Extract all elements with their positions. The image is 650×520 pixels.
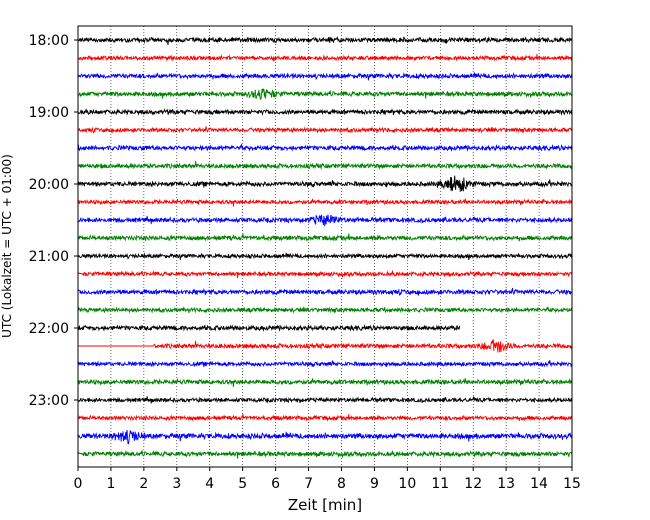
x-tick-label: 7	[304, 476, 313, 492]
x-tick-label: 3	[172, 476, 181, 492]
seismic-trace-2230	[77, 360, 573, 368]
seismic-trace-1930	[77, 144, 573, 152]
x-tick-label: 0	[74, 476, 83, 492]
x-tick-label: 8	[337, 476, 346, 492]
x-tick-label: 6	[271, 476, 280, 492]
y-axis-ticks: 18:00 19:00 20:00 21:00 22:00 23:00	[29, 33, 78, 409]
y-tick-label: 20:00	[29, 177, 69, 193]
x-tick-label: 15	[563, 476, 581, 492]
x-tick-label: 4	[205, 476, 214, 492]
seismic-trace-1945	[77, 160, 573, 170]
trace-group	[77, 36, 573, 459]
seismic-trace-1845	[77, 88, 573, 100]
x-tick-label: 5	[238, 476, 247, 492]
seismic-trace-2115	[77, 269, 573, 279]
seismic-trace-2015	[77, 198, 573, 207]
seismic-trace-2215	[153, 339, 573, 353]
x-tick-label: 14	[530, 476, 548, 492]
seismic-trace-1915	[77, 126, 573, 134]
y-axis-label: UTC (Lokalzeit = UTC + 01:00)	[0, 154, 14, 338]
x-axis-label: Zeit [min]	[288, 496, 362, 514]
x-tick-label: 1	[106, 476, 115, 492]
seismic-trace-1830	[77, 72, 573, 81]
seismic-trace-2000	[77, 175, 573, 192]
seismic-trace-2100	[77, 252, 573, 261]
seismic-trace-1800	[77, 36, 573, 45]
plot-frame	[77, 25, 573, 468]
x-tick-label: 2	[139, 476, 148, 492]
seismic-trace-1815	[77, 54, 573, 62]
seismic-trace-2145	[77, 306, 573, 314]
seismic-trace-2315	[77, 414, 573, 422]
y-tick-label: 18:00	[29, 33, 69, 49]
seismic-trace-2345	[77, 450, 573, 459]
x-tick-label: 12	[464, 476, 482, 492]
seismic-trace-2300	[77, 395, 573, 404]
y-tick-label: 22:00	[29, 321, 69, 337]
y-tick-label: 21:00	[29, 249, 69, 265]
seismic-trace-1900	[77, 108, 573, 116]
x-tick-label: 10	[398, 476, 416, 492]
x-tick-label: 13	[497, 476, 515, 492]
y-tick-label: 23:00	[29, 393, 69, 409]
y-tick-label: 19:00	[29, 105, 69, 121]
seismic-trace-2130	[77, 287, 573, 297]
seismic-trace-2030	[77, 214, 573, 227]
x-tick-label: 11	[431, 476, 449, 492]
seismic-trace-2330	[77, 430, 573, 445]
seismic-trace-2245	[77, 378, 573, 388]
seismic-trace-2045	[77, 233, 573, 242]
x-tick-label: 9	[370, 476, 379, 492]
x-axis-ticks: 0 1 2 3 4 5 6 7 8 9 10 11 12 13 14 15	[74, 467, 581, 492]
seismic-trace-2200	[77, 324, 461, 332]
